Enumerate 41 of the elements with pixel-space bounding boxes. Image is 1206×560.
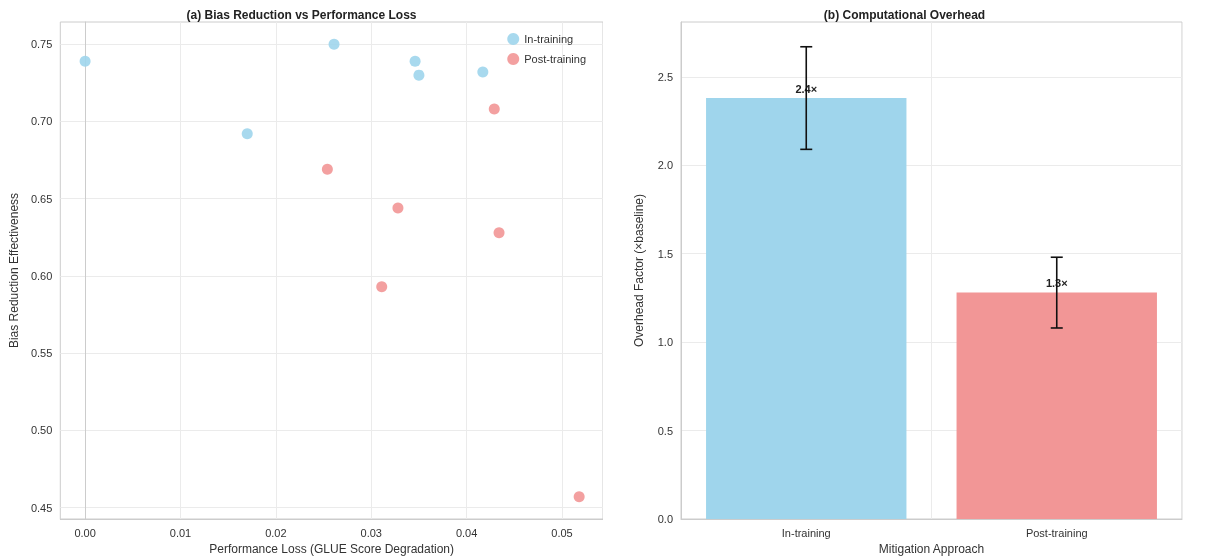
- y-axis-title: Bias Reduction Effectiveness: [7, 192, 21, 349]
- point: [413, 69, 425, 81]
- x-axis-title: Performance Loss (GLUE Score Degradation): [209, 542, 455, 556]
- y-tick-label: 0.75: [30, 38, 53, 51]
- point: [409, 55, 421, 67]
- point: [488, 103, 500, 115]
- y-tick-label: 0.0: [657, 513, 673, 525]
- y-tick-label: 1.0: [657, 336, 673, 349]
- x-tick-label: 0.05: [551, 526, 573, 539]
- point: [573, 491, 585, 503]
- point: [392, 202, 404, 214]
- y-tick-label: 0.70: [30, 115, 53, 128]
- point: [376, 281, 388, 293]
- y-tick-label: 2.0: [657, 159, 673, 172]
- point: [493, 227, 505, 239]
- point: [321, 163, 333, 175]
- x-axis-title: Mitigation Approach: [878, 542, 985, 556]
- x-tick-label: 0.04: [455, 526, 478, 539]
- x-tick-label: 0.01: [169, 526, 192, 539]
- point: [241, 128, 253, 140]
- legend-label: Post-training: [524, 53, 587, 65]
- point: [79, 55, 91, 67]
- x-tick-label: 0.02: [265, 526, 287, 539]
- y-tick-label: 0.60: [30, 269, 53, 282]
- point: [328, 38, 340, 50]
- y-tick-label: 2.5: [657, 70, 673, 83]
- x-tick-label: 0.00: [74, 526, 96, 539]
- y-tick-label: 0.5: [657, 424, 673, 437]
- point: [477, 66, 489, 78]
- y-tick-label: 1.5: [657, 247, 673, 260]
- legend-label: In-training: [524, 33, 574, 45]
- y-axis-title: Overhead Factor (×baseline): [632, 193, 646, 348]
- x-tick-label: Post-training: [1025, 526, 1088, 539]
- y-tick-label: 0.45: [30, 501, 53, 514]
- x-tick-label: 0.03: [360, 526, 382, 539]
- y-tick-label: 0.65: [30, 192, 53, 205]
- chart-title: (b) Computational Overhead: [823, 8, 986, 22]
- y-tick-label: 0.55: [30, 347, 53, 360]
- chart-title: (a) Bias Reduction vs Performance Loss: [186, 8, 417, 22]
- x-tick-label: In-training: [781, 526, 831, 539]
- y-tick-label: 0.50: [30, 424, 53, 437]
